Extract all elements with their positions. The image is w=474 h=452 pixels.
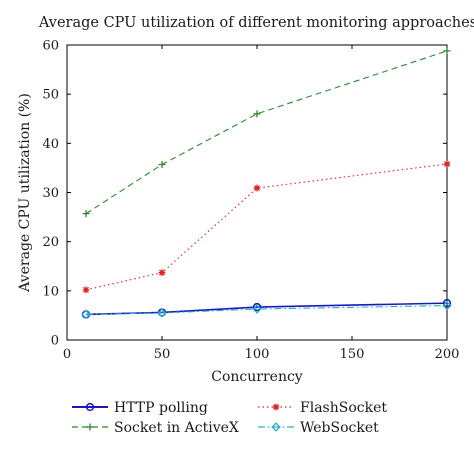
y-tick-label: 40 <box>42 137 59 152</box>
series-websocket <box>81 300 452 320</box>
series-layer <box>81 47 452 320</box>
y-tick-label: 50 <box>42 88 59 103</box>
y-tick-label: 10 <box>42 284 59 299</box>
x-axis-label: Concurrency <box>211 369 303 385</box>
legend-label: WebSocket <box>300 420 379 436</box>
y-tick-label: 20 <box>42 235 59 250</box>
data-point-http-polling <box>442 298 452 308</box>
data-point-socket-in-activex <box>443 47 451 55</box>
data-point-flashsocket <box>443 160 451 168</box>
legend-item-flashsocket: FlashSocket <box>258 400 387 416</box>
data-point-websocket <box>442 300 452 311</box>
y-tick-label: 30 <box>42 186 59 201</box>
y-tick-label: 0 <box>51 334 59 349</box>
series-line-socket-in-activex <box>85 50 448 215</box>
legend-label: Socket in ActiveX <box>114 420 239 436</box>
data-point-socket-in-activex <box>82 210 90 218</box>
chart-title: Average CPU utilization of different mon… <box>38 15 474 31</box>
legend-item-http-polling: HTTP polling <box>72 400 208 416</box>
data-point-flashsocket <box>82 286 90 294</box>
legend-swatch-marker <box>272 403 280 411</box>
plot-area-frame <box>66 44 448 341</box>
y-tick-label: 60 <box>42 39 59 54</box>
data-point-http-polling <box>252 302 262 312</box>
x-tick-label: 200 <box>435 347 460 362</box>
x-tick-label: 150 <box>340 347 365 362</box>
x-tick-label: 0 <box>63 347 71 362</box>
legend-item-websocket: WebSocket <box>258 420 379 436</box>
y-axis-label: Average CPU utilization (%) <box>17 93 33 293</box>
x-axis: 0 50 100 150 200 <box>63 45 460 362</box>
data-point-flashsocket <box>253 184 261 192</box>
y-axis: 0 10 20 30 40 50 60 <box>42 39 447 349</box>
series-line-flashsocket <box>85 163 448 291</box>
legend-swatch-marker <box>86 423 94 431</box>
legend: HTTP polling FlashSocket Socket in ActiveX… <box>72 400 387 436</box>
data-point-flashsocket <box>158 269 166 277</box>
series-socket-in-activex <box>82 47 451 218</box>
data-point-socket-in-activex <box>253 110 261 118</box>
legend-label: FlashSocket <box>300 400 387 416</box>
data-point-websocket <box>157 308 167 318</box>
data-point-websocket <box>81 309 91 320</box>
legend-item-socket-in-activex: Socket in ActiveX <box>72 420 239 436</box>
series-flashsocket <box>82 160 451 294</box>
x-tick-label: 50 <box>154 347 171 362</box>
x-tick-label: 100 <box>245 347 270 362</box>
data-point-websocket <box>252 304 262 314</box>
data-point-socket-in-activex <box>158 160 166 168</box>
legend-swatch-marker <box>85 402 95 412</box>
series-line-websocket <box>85 305 448 315</box>
legend-label: HTTP polling <box>114 400 208 416</box>
legend-swatch-marker <box>271 422 281 432</box>
series-line-http-polling <box>85 302 448 316</box>
